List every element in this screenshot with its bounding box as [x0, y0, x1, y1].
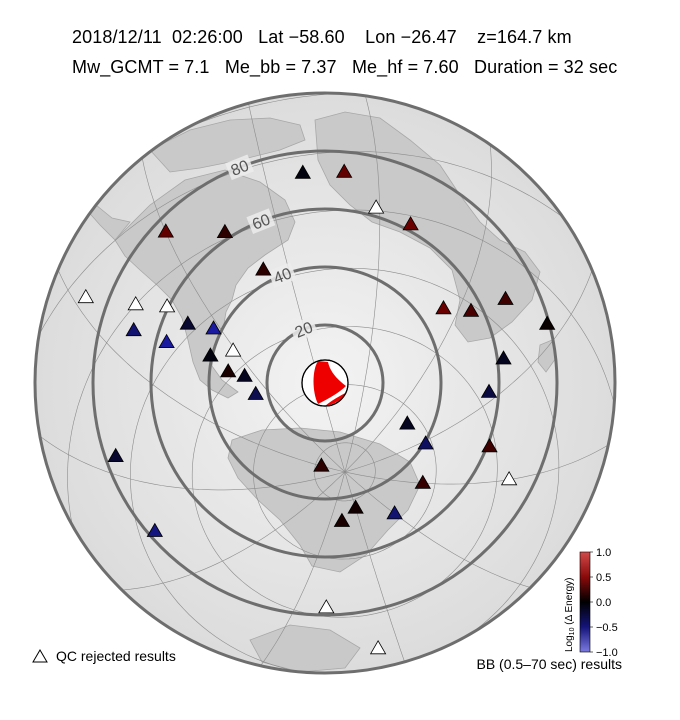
station-marker: [255, 261, 272, 276]
bb-legend-label: BB (0.5–70 sec) results: [476, 656, 622, 672]
station-marker: [480, 383, 498, 398]
distance-ring-40: [207, 265, 443, 501]
station-marker: [205, 320, 222, 335]
ring-label-bg: [267, 262, 297, 288]
duration: Duration = 32 sec: [474, 57, 618, 77]
meridian: [55, 264, 345, 473]
distance-ring-labels: 20 40 60 80: [225, 154, 319, 342]
station-marker: [158, 333, 175, 349]
ring-label-bg: [246, 208, 276, 234]
station-marker: [107, 447, 124, 463]
station-marker: [333, 512, 351, 527]
station-marker: [347, 499, 364, 514]
station-marker: [414, 474, 431, 489]
station-marker: [216, 223, 234, 239]
station-marker: [220, 363, 237, 378]
station-marker: [157, 223, 174, 238]
colorbar-title-rest: (Δ Energy): [564, 577, 575, 627]
colorbar-gradient: [579, 551, 591, 653]
me-bb: Me_bb = 7.37: [224, 57, 337, 77]
header-line-2: Mw_GCMT = 7.1 Me_bb = 7.37 Me_hf = 7.60 …: [72, 57, 617, 78]
event-time: 02:26:00: [171, 27, 243, 47]
station-marker: [539, 315, 556, 330]
meridian: [344, 471, 533, 589]
colorbar-ticks: 1.0 0.5 0.0 −0.5 −1.0: [590, 548, 618, 659]
ring-label-60: 60: [250, 211, 273, 233]
event-depth: z=164.7 km: [477, 27, 572, 47]
station-marker: [247, 385, 264, 400]
event-date: 2018/12/11: [72, 27, 162, 47]
colorbar: 1.0 0.5 0.0 −0.5 −1.0 Log10 (Δ Energy): [564, 548, 618, 659]
station-qc-rejected: [158, 298, 176, 313]
station-qc-rejected: [369, 639, 387, 655]
madagascar: [537, 339, 557, 373]
station-qc-rejected: [127, 295, 144, 311]
parallel: [35, 151, 572, 349]
event-lat: Lat −58.60: [258, 27, 345, 47]
parallel: [253, 384, 437, 560]
focal-mechanism-beachball: [301, 359, 349, 407]
stations: [77, 163, 556, 655]
station-marker: [497, 290, 514, 305]
station-qc-rejected: [318, 599, 335, 614]
distance-rings: [33, 91, 617, 675]
parallel: [130, 267, 560, 673]
distance-ring-100: [33, 91, 617, 675]
station-marker: [236, 367, 253, 382]
station-marker: [386, 505, 403, 520]
colorbar-tick-label: −1.0: [596, 647, 618, 659]
header-line-1: 2018/12/11 02:26:00 Lat −58.60 Lon −26.4…: [72, 27, 572, 48]
ring-label-bg: [225, 154, 255, 181]
station-marker: [417, 435, 434, 450]
station-marker: [294, 164, 311, 179]
station-marker: [125, 321, 142, 337]
station-marker: [435, 299, 452, 315]
station-marker: [146, 522, 163, 537]
colorbar-title: Log10 (Δ Energy): [564, 577, 576, 652]
station-marker: [202, 347, 219, 362]
station-marker: [313, 457, 330, 472]
mw-gcmt: Mw_GCMT = 7.1: [72, 57, 210, 77]
station-qc-rejected: [500, 470, 518, 486]
colorbar-tick-label: 1.0: [596, 548, 611, 559]
station-marker: [462, 302, 480, 317]
parallel: [67, 209, 615, 535]
colorbar-tick-label: −0.5: [596, 622, 618, 634]
meridian: [259, 471, 346, 667]
station-qc-rejected: [367, 199, 385, 214]
qc-triangle-icon: [32, 649, 48, 663]
station-marker: [399, 415, 416, 430]
distance-ring-60: [149, 207, 501, 559]
station-qc-rejected: [224, 342, 242, 357]
ring-label-80: 80: [229, 157, 252, 179]
station-marker: [495, 350, 512, 365]
ring-label-40: 40: [271, 265, 294, 287]
colorbar-tick-label: 0.5: [596, 572, 611, 584]
station-marker: [481, 438, 498, 453]
distance-ring-80: [91, 149, 559, 617]
qc-legend: QC rejected results: [32, 648, 176, 664]
ring-label-20: 20: [293, 319, 316, 341]
parallel: [191, 326, 498, 618]
europe-landmass: [149, 117, 306, 173]
colorbar-tick-label: 0.0: [596, 597, 611, 609]
colorbar-title-sub: 10: [569, 627, 576, 635]
qc-rejected-label: QC rejected results: [56, 648, 176, 664]
station-marker: [336, 163, 353, 178]
africa-landmass: [314, 111, 541, 343]
event-lon: Lon −26.47: [365, 27, 457, 47]
me-hf: Me_hf = 7.60: [351, 57, 459, 77]
station-qc-rejected: [77, 288, 94, 304]
colorbar-title-log: Log: [564, 635, 575, 652]
distance-ring-20: [265, 323, 385, 443]
meridian: [344, 143, 492, 473]
ring-label-bg: [289, 316, 319, 342]
station-marker: [179, 315, 196, 330]
station-marker: [402, 215, 419, 231]
meridian: [344, 262, 595, 473]
